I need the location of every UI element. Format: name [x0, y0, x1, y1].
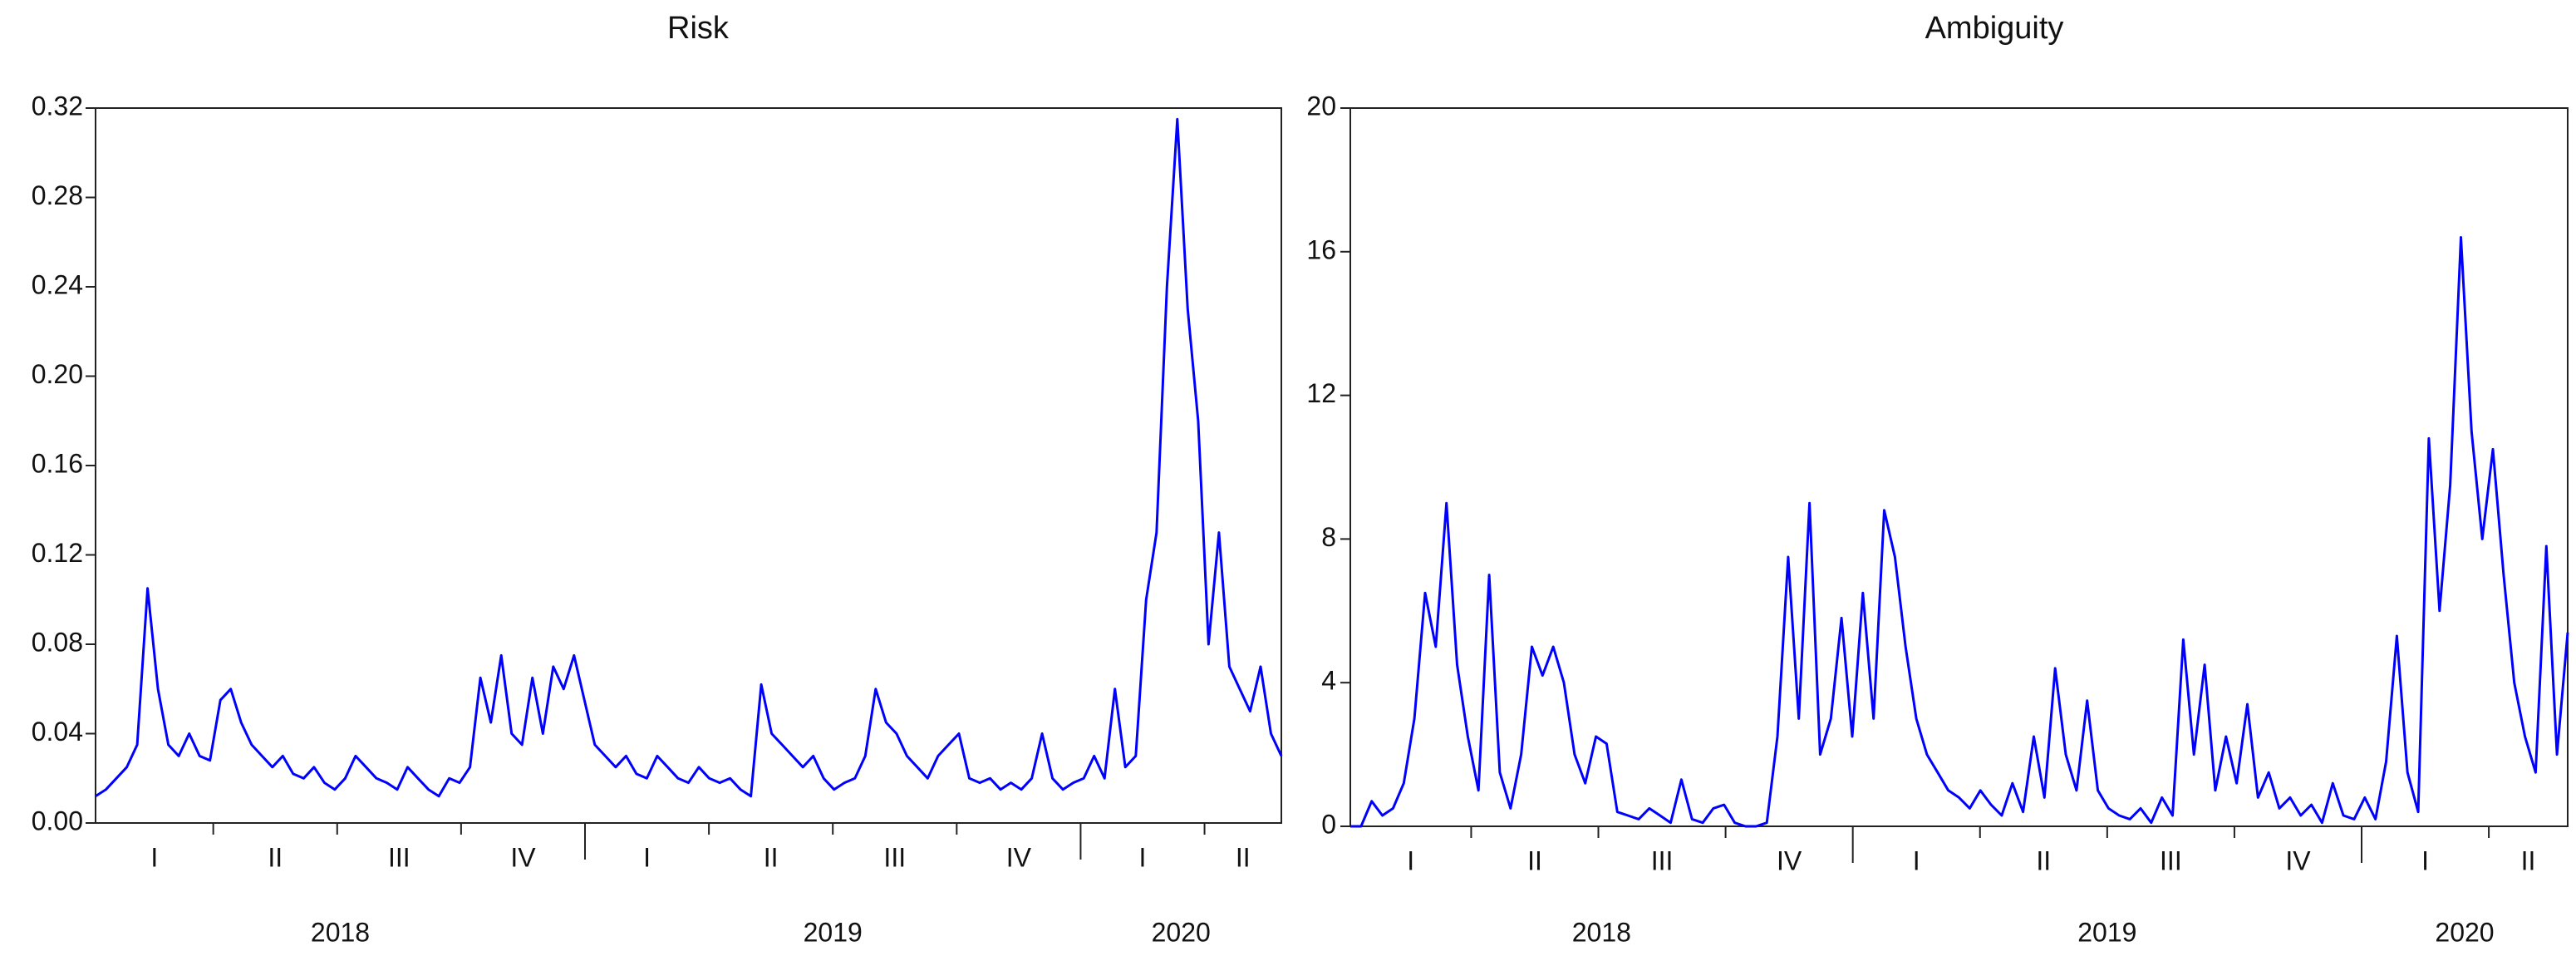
chart-title: Risk: [667, 11, 730, 46]
y-tick-label: 12: [1306, 378, 1336, 408]
quarter-label: I: [1139, 842, 1147, 872]
year-label: 2018: [311, 917, 370, 947]
y-tick-label: 16: [1306, 234, 1336, 264]
quarter-label: III: [388, 842, 410, 872]
quarter-label: II: [2521, 845, 2536, 875]
quarter-label: I: [2421, 845, 2429, 875]
quarter-label: IV: [1006, 842, 1032, 872]
quarter-label: II: [764, 842, 779, 872]
y-tick-label: 20: [1306, 91, 1336, 121]
quarter-label: IV: [510, 842, 536, 872]
quarter-label: II: [2036, 845, 2051, 875]
data-line: [95, 117, 1283, 798]
quarter-label: IV: [1777, 845, 1802, 875]
y-tick-label: 0.16: [32, 448, 83, 478]
quarter-label: II: [1527, 845, 1542, 875]
y-tick-label: 0.28: [32, 180, 83, 210]
y-tick-label: 0.24: [32, 269, 83, 299]
y-tick-label: 0: [1321, 809, 1336, 839]
y-tick-label: 0.00: [32, 806, 83, 835]
year-label: 2019: [2077, 917, 2136, 947]
y-tick-label: 0.08: [32, 627, 83, 657]
year-label: 2020: [2435, 917, 2494, 947]
year-label: 2020: [1152, 917, 1211, 947]
plot-frame: [1349, 107, 2569, 827]
y-tick-label: 4: [1321, 666, 1336, 696]
quarter-label: II: [1236, 842, 1251, 872]
quarter-label: III: [2160, 845, 2182, 875]
quarter-label: III: [1651, 845, 1674, 875]
y-tick-label: 0.04: [32, 717, 83, 747]
plot-frame: [95, 107, 1282, 824]
y-tick-label: 8: [1321, 522, 1336, 552]
data-line: [1350, 236, 2569, 828]
y-tick-label: 0.20: [32, 359, 83, 389]
y-tick-label: 0.12: [32, 538, 83, 568]
chart-title: Ambiguity: [1925, 11, 2064, 46]
quarter-label: I: [1407, 845, 1414, 875]
quarter-label: I: [1913, 845, 1920, 875]
quarter-label: I: [643, 842, 651, 872]
quarter-label: II: [268, 842, 283, 872]
year-label: 2018: [1572, 917, 1631, 947]
quarter-label: I: [150, 842, 158, 872]
quarter-label: III: [883, 842, 906, 872]
y-tick-label: 0.32: [32, 91, 83, 121]
quarter-label: IV: [2285, 845, 2311, 875]
year-label: 2019: [804, 917, 863, 947]
